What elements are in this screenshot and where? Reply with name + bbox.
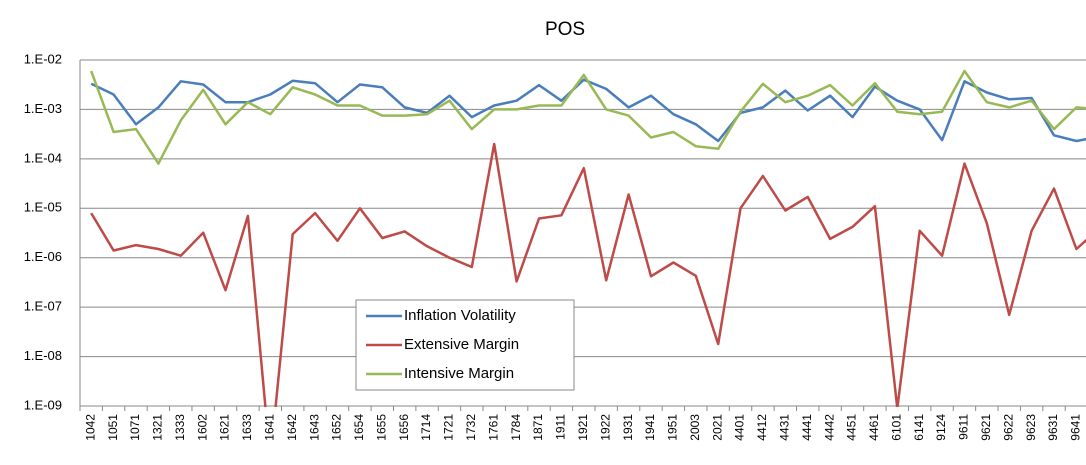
y-tick-label: 1.E-08	[24, 348, 62, 363]
x-tick-label: 9621	[979, 414, 993, 441]
x-tick-label: 6101	[889, 414, 903, 441]
x-tick-label: 2021	[710, 414, 724, 441]
x-tick-label: 1931	[621, 414, 635, 441]
x-tick-label: 4461	[867, 414, 881, 441]
x-tick-label: 9641	[1069, 414, 1083, 441]
x-tick-label: 9631	[1046, 414, 1060, 441]
y-tick-label: 1.E-09	[24, 397, 62, 412]
x-tick-label: 9124	[934, 414, 948, 441]
legend-label: Extensive Margin	[404, 336, 519, 353]
x-tick-label: 1714	[419, 414, 433, 441]
x-tick-label: 2003	[688, 414, 702, 441]
legend-label: Inflation Volatility	[404, 307, 516, 324]
x-tick-label: 4442	[822, 414, 836, 441]
x-tick-label: 9622	[1001, 414, 1015, 441]
legend-label: Intensive Margin	[404, 365, 514, 382]
x-tick-label: 1621	[218, 414, 232, 441]
x-tick-label: 1732	[464, 414, 478, 441]
x-tick-label: 1042	[83, 414, 97, 441]
x-tick-label: 1051	[106, 414, 120, 441]
plot-area	[90, 69, 1086, 407]
x-tick-label: 1602	[195, 414, 209, 441]
series-line	[90, 78, 1086, 143]
x-tick-label: 1641	[262, 414, 276, 441]
y-tick-label: 1.E-06	[24, 249, 62, 264]
x-tick-label: 1721	[442, 414, 456, 441]
y-tick-label: 1.E-04	[24, 150, 62, 165]
x-tick-label: 1951	[666, 414, 680, 441]
x-tick-label: 1643	[307, 414, 321, 441]
x-tick-label: 4431	[777, 414, 791, 441]
x-tick-label: 1656	[397, 414, 411, 441]
x-tick-label: 1922	[598, 414, 612, 441]
x-tick-label: 1941	[643, 414, 657, 441]
x-tick-label: 4441	[800, 414, 814, 441]
x-tick-label: 1911	[554, 414, 568, 440]
x-tick-label: 1761	[486, 414, 500, 441]
y-tick-label: 1.E-05	[24, 200, 62, 215]
x-tick-label: 1871	[531, 414, 545, 441]
x-tick-label: 1333	[173, 414, 187, 441]
x-tick-label: 1642	[285, 414, 299, 441]
x-tick-label: 1654	[352, 414, 366, 441]
x-tick-label: 9611	[957, 414, 971, 440]
x-tick-label: 1921	[576, 414, 590, 441]
x-tick-label: 1321	[151, 414, 165, 441]
x-tick-label: 4401	[733, 414, 747, 441]
series-line	[90, 69, 1086, 165]
y-tick-label: 1.E-03	[24, 101, 62, 116]
x-tick-label: 1071	[128, 414, 142, 441]
series-line	[90, 142, 1086, 407]
x-tick-label: 1784	[509, 414, 523, 441]
x-tick-label: 1633	[240, 414, 254, 441]
x-tick-label: 6141	[912, 414, 926, 441]
x-tick-label: 1652	[330, 414, 344, 441]
y-tick-label: 1.E-02	[24, 51, 62, 66]
x-tick-label: 9623	[1024, 414, 1038, 441]
chart-title: POS	[545, 19, 585, 40]
y-tick-label: 1.E-07	[24, 299, 62, 314]
x-tick-label: 4412	[755, 414, 769, 441]
x-tick-label: 4451	[845, 414, 859, 441]
x-tick-label: 1655	[374, 414, 388, 441]
